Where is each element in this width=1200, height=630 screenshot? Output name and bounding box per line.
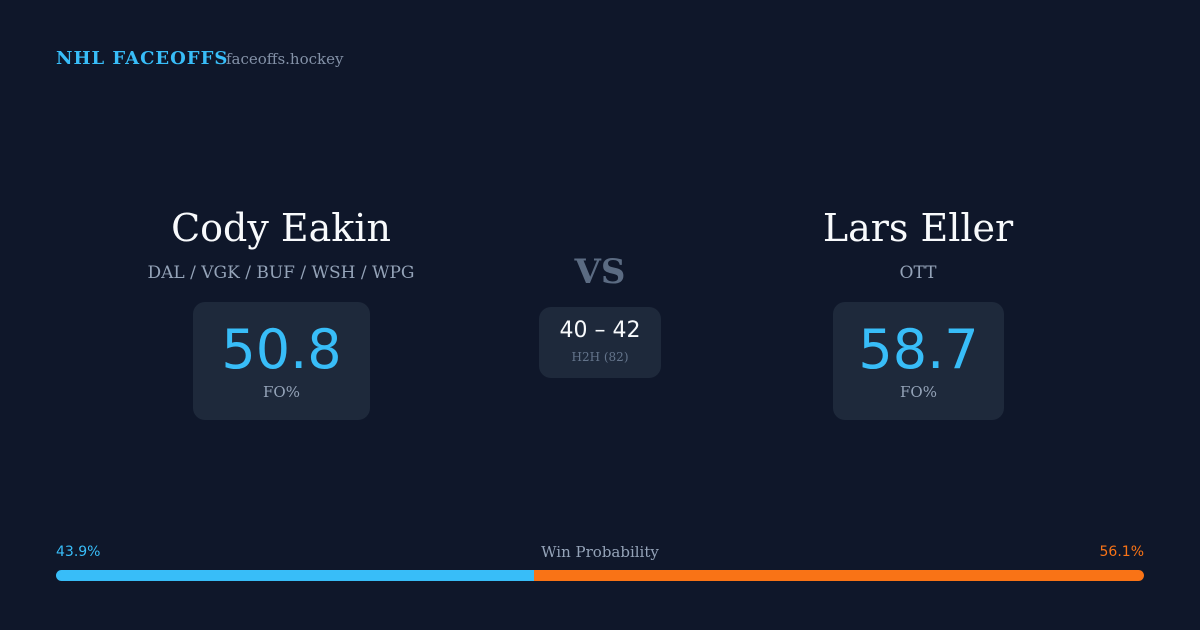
player-teams: OTT xyxy=(899,263,937,283)
stat-box: 58.7 FO% xyxy=(833,302,1004,420)
probability-segment xyxy=(56,570,534,581)
versus: VS xyxy=(574,252,626,292)
probability-title: Win Probability xyxy=(541,543,659,561)
h2h-label: H2H (82) xyxy=(571,350,629,364)
h2h-record: 40 – 42 xyxy=(559,318,641,343)
probability-label: 56.1% xyxy=(1099,544,1144,560)
stat-value: 58.7 xyxy=(858,318,979,381)
h2h-box: 40 – 42 H2H (82) xyxy=(539,307,661,378)
stat-label: FO% xyxy=(900,383,937,401)
stat-label: FO% xyxy=(263,383,300,401)
player-name: Cody Eakin xyxy=(171,206,391,250)
player-teams: DAL / VGK / BUF / WSH / WPG xyxy=(147,263,415,283)
stat-value: 50.8 xyxy=(221,318,342,381)
site-name: faceoffs.hockey xyxy=(226,50,344,68)
player-name: Lars Eller xyxy=(822,206,1014,250)
stat-box: 50.8 FO% xyxy=(193,302,370,420)
probability-bar xyxy=(56,570,1144,581)
probability-segment xyxy=(533,570,1144,581)
brand-title: NHL FACEOFFS xyxy=(56,48,229,69)
probability-label: 43.9% xyxy=(56,544,101,560)
